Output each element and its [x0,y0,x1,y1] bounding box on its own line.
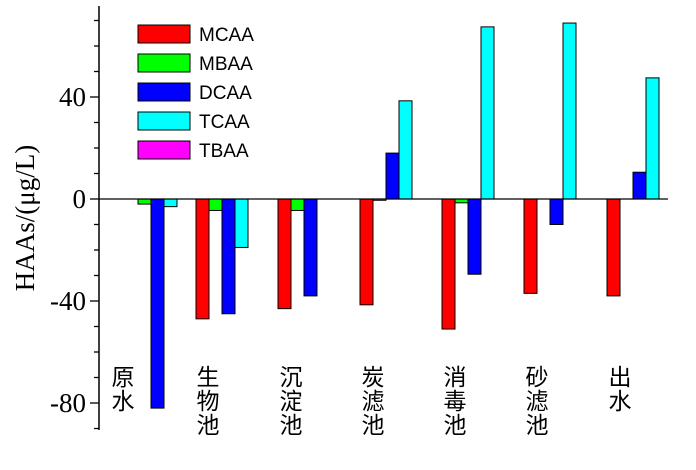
legend-label-mbaa: MBAA [199,54,253,75]
bar-dcaa-5 [549,198,564,225]
legend: MCAA MBAA DCAA TCAA TBAA [137,24,254,162]
axes [98,6,668,430]
bar-dcaa-4 [467,198,482,275]
legend-label-tbaa: TBAA [199,141,249,162]
legend-label-tcaa: TCAA [199,112,250,133]
bar-tcaa-1 [234,198,249,248]
bar-tcaa-3 [398,100,413,200]
y-tick-label: -80 [50,388,86,418]
bar-mbaa-1 [208,198,223,211]
category-labels: 原水 生物池 沉淀池 炭滤池 消毒池 砂滤池 出水 [112,365,632,439]
legend-swatch-tcaa [137,111,191,131]
bar-mbaa-2 [290,198,305,211]
legend-swatch-mcaa [137,24,191,44]
legend-label-dcaa: DCAA [199,83,252,104]
category-label: 沉淀池 [280,365,303,439]
y-ticks: -80 -40 0 40 [50,19,99,430]
y-tick-label: 40 [59,82,86,112]
bar-mcaa-2 [277,198,292,310]
legend-swatch-tbaa [137,140,191,160]
bar-mcaa-4 [441,198,456,330]
legend-label-mcaa: MCAA [199,25,254,46]
bar-dcaa-1 [221,198,236,315]
bar-dcaa-6 [632,171,647,200]
y-axis-title: HAAs/(μg/L) [10,145,40,291]
bar-mcaa-6 [606,198,621,297]
category-label: 生物池 [197,365,220,439]
bar-dcaa-0 [150,198,165,409]
bar-tcaa-6 [645,77,660,200]
category-label: 炭滤池 [362,365,385,439]
legend-swatch-mbaa [137,53,191,73]
category-label: 砂滤池 [526,365,549,439]
bar-mcaa-5 [523,198,538,294]
bar-dcaa-3 [385,152,400,200]
y-tick-label: -40 [50,286,86,316]
bar-tcaa-5 [562,22,577,200]
category-label: 消毒池 [444,365,467,439]
bar-dcaa-2 [303,198,318,297]
y-tick-label: 0 [73,184,87,214]
category-label: 出水 [609,365,632,415]
bar-mcaa-1 [195,198,210,320]
bar-tcaa-0 [163,198,178,208]
bars-layer [137,22,660,409]
category-label: 原水 [112,365,135,415]
bar-mcaa-3 [359,198,374,306]
bar-mbaa-0 [137,198,152,205]
legend-swatch-dcaa [137,82,191,102]
bar-tcaa-4 [480,26,495,200]
